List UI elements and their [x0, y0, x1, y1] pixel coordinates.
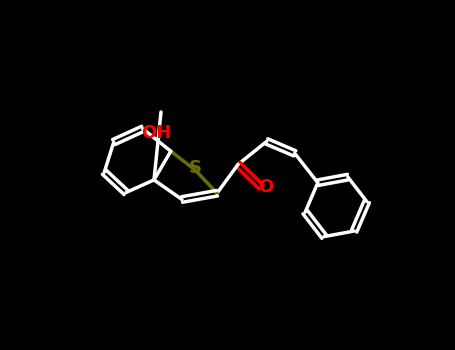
- Text: OH: OH: [141, 124, 171, 142]
- Text: S: S: [189, 159, 202, 177]
- Text: O: O: [258, 178, 273, 196]
